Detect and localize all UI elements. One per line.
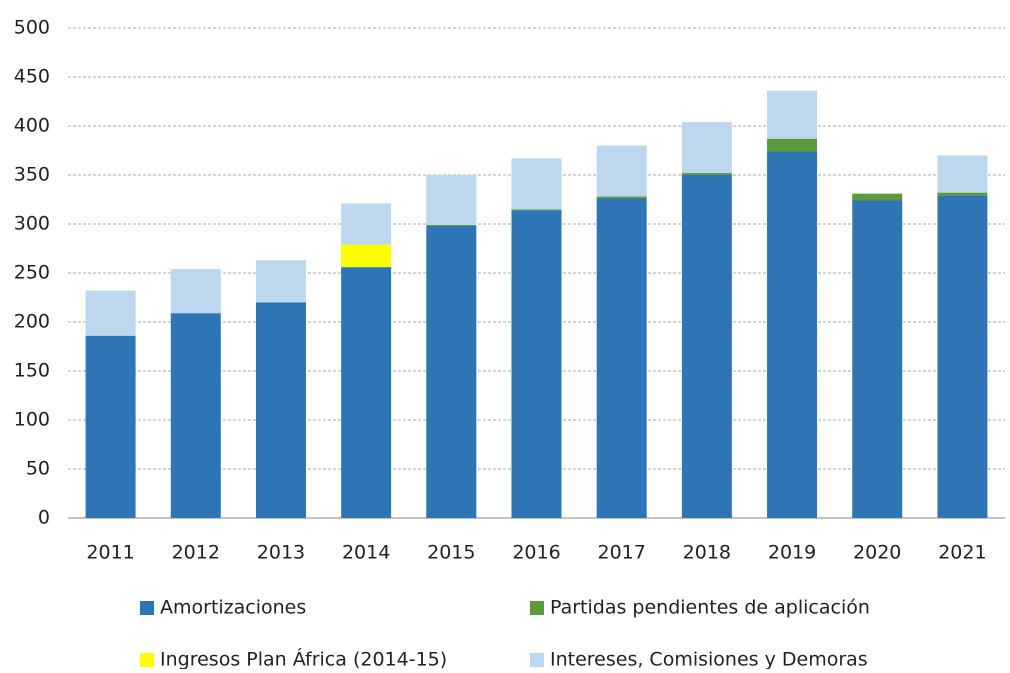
y-tick-label: 500 <box>14 17 50 39</box>
legend-label: Partidas pendientes de aplicación <box>550 597 870 619</box>
bar-segment <box>937 155 988 193</box>
x-tick-label: 2017 <box>598 542 646 564</box>
x-tick-label: 2018 <box>683 542 731 564</box>
y-tick-label: 350 <box>14 164 50 186</box>
bar-segment <box>255 302 306 518</box>
x-tick-label: 2016 <box>512 542 560 564</box>
bar-segment <box>341 203 392 245</box>
x-tick-label: 2021 <box>938 542 986 564</box>
y-tick-label: 0 <box>38 507 50 529</box>
x-tick-label: 2011 <box>86 542 134 564</box>
bar-segment <box>426 225 477 518</box>
x-tick-label: 2015 <box>427 542 475 564</box>
bar-segment <box>937 192 988 196</box>
y-tick-label: 250 <box>14 262 50 284</box>
y-tick-label: 50 <box>26 458 50 480</box>
bar-segment <box>426 224 477 226</box>
legend-label: Ingresos Plan África (2014-15) <box>160 648 447 670</box>
bar-segment <box>511 158 562 210</box>
bar-segment <box>852 200 903 519</box>
bar-segment <box>681 175 732 518</box>
y-tick-label: 300 <box>14 213 50 235</box>
bar-segment <box>681 173 732 175</box>
bar-segment <box>511 209 562 211</box>
y-tick-label: 100 <box>14 409 50 431</box>
bar-segment <box>85 335 136 518</box>
y-tick-label: 150 <box>14 360 50 382</box>
bar-segment <box>596 196 647 199</box>
bar-segment <box>341 244 392 268</box>
legend-swatch <box>140 601 154 615</box>
bar-segment <box>85 290 136 336</box>
x-tick-label: 2014 <box>342 542 390 564</box>
bar-segment <box>596 145 647 197</box>
legend-swatch <box>140 653 154 667</box>
bar-segment <box>937 195 988 518</box>
bar-segment <box>681 122 732 174</box>
legend-label: Amortizaciones <box>160 597 306 619</box>
bar-segment <box>170 269 221 314</box>
x-tick-label: 2012 <box>172 542 220 564</box>
bar-segment <box>341 267 392 518</box>
bar-segment <box>596 198 647 518</box>
legend-label: Intereses, Comisiones y Demoras <box>550 649 868 670</box>
x-tick-label: 2013 <box>257 542 305 564</box>
bar-segment <box>511 210 562 518</box>
bar-segment <box>426 175 477 225</box>
y-tick-label: 200 <box>14 311 50 333</box>
bar-segment <box>767 151 818 519</box>
y-tick-label: 400 <box>14 115 50 137</box>
bar-segment <box>255 260 306 303</box>
bar-segment <box>170 313 221 518</box>
x-tick-label: 2019 <box>768 542 816 564</box>
bar-segment <box>767 138 818 152</box>
y-tick-label: 450 <box>14 66 50 88</box>
legend-swatch <box>530 653 544 667</box>
bar-segment <box>767 90 818 139</box>
x-tick-label: 2020 <box>853 542 901 564</box>
bar-segment <box>852 193 903 201</box>
legend-swatch <box>530 601 544 615</box>
